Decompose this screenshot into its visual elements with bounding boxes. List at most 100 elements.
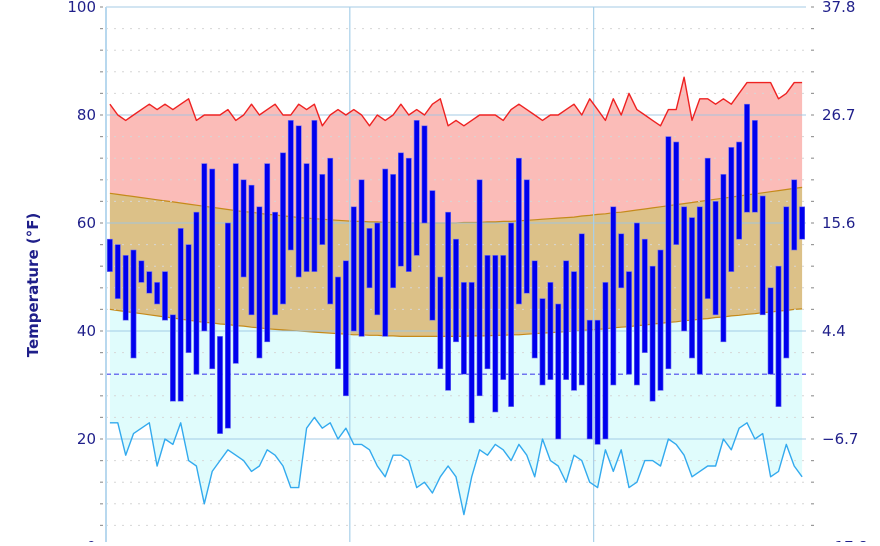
daily-range-bar bbox=[138, 260, 145, 283]
daily-range-bar bbox=[225, 222, 231, 429]
daily-range-bar bbox=[185, 244, 192, 353]
daily-range-bar bbox=[736, 141, 742, 240]
daily-range-bars bbox=[107, 103, 805, 445]
daily-range-bar bbox=[374, 222, 381, 316]
daily-range-bar bbox=[689, 217, 695, 359]
daily-range-bar bbox=[397, 152, 404, 267]
daily-range-bar bbox=[429, 190, 436, 321]
daily-range-bar bbox=[272, 211, 278, 316]
daily-range-bar bbox=[649, 265, 656, 402]
daily-range-bar bbox=[783, 206, 790, 359]
daily-range-bar bbox=[484, 255, 491, 370]
daily-range-bar bbox=[421, 125, 428, 224]
daily-range-bar bbox=[193, 211, 200, 375]
daily-range-bar bbox=[358, 179, 365, 337]
daily-range-bar bbox=[641, 238, 648, 353]
daily-range-bar bbox=[673, 141, 680, 245]
daily-range-bar bbox=[602, 282, 609, 440]
record-lines bbox=[109, 76, 803, 516]
daily-range-bar bbox=[759, 195, 766, 316]
daily-range-bar bbox=[523, 179, 530, 294]
daily-range-bar bbox=[232, 163, 239, 364]
daily-range-bar bbox=[201, 163, 208, 332]
daily-range-bar bbox=[515, 157, 522, 305]
daily-range-bar bbox=[146, 271, 153, 294]
daily-range-bar bbox=[468, 282, 475, 424]
daily-range-bar bbox=[342, 260, 349, 397]
daily-range-bar bbox=[618, 233, 625, 289]
daily-range-bar bbox=[633, 222, 640, 386]
daily-range-bar bbox=[799, 206, 805, 240]
daily-range-bar bbox=[547, 282, 554, 380]
daily-range-bar bbox=[154, 282, 160, 305]
daily-range-bar bbox=[350, 206, 357, 332]
daily-range-bar bbox=[256, 206, 263, 359]
daily-range-bar bbox=[492, 255, 499, 413]
daily-range-bar bbox=[248, 184, 255, 316]
daily-range-bar bbox=[445, 211, 451, 391]
daily-range-bar bbox=[586, 319, 593, 440]
left-tick-label: 60 bbox=[77, 214, 96, 232]
daily-range-bar bbox=[594, 319, 601, 445]
right-tick-label: 4.4 bbox=[822, 322, 846, 340]
daily-range-bar bbox=[657, 249, 664, 391]
daily-range-bar bbox=[751, 120, 758, 213]
daily-range-bar bbox=[413, 120, 420, 256]
daily-range-bar bbox=[665, 136, 672, 370]
daily-range-bar bbox=[712, 201, 719, 316]
daily-range-bar bbox=[563, 260, 569, 380]
daily-range-bar bbox=[453, 238, 459, 343]
daily-range-bar bbox=[571, 271, 577, 391]
daily-range-bar bbox=[437, 276, 444, 370]
daily-range-bar bbox=[744, 103, 750, 213]
daily-range-bar bbox=[170, 314, 176, 402]
daily-range-bar bbox=[240, 179, 247, 278]
daily-range-bar bbox=[626, 271, 632, 375]
daily-range-bar bbox=[177, 228, 184, 402]
daily-range-bar bbox=[610, 206, 617, 386]
daily-range-bar bbox=[390, 174, 396, 289]
daily-range-bar bbox=[767, 287, 774, 375]
daily-range-bar bbox=[319, 174, 326, 245]
daily-range-bar bbox=[476, 179, 483, 397]
daily-range-bar bbox=[539, 298, 546, 386]
daily-range-bar bbox=[280, 152, 286, 305]
daily-range-bar bbox=[311, 120, 318, 272]
daily-range-bar bbox=[303, 163, 310, 272]
right-tick-label: −6.7 bbox=[822, 430, 858, 448]
daily-range-bar bbox=[114, 244, 121, 299]
record-high-line bbox=[109, 76, 803, 127]
y-axis-title: Temperature (°F) bbox=[24, 213, 42, 358]
daily-range-bar bbox=[217, 336, 223, 434]
left-tick-label: 0 bbox=[86, 538, 96, 542]
daily-range-bar bbox=[405, 157, 412, 272]
daily-range-bar bbox=[209, 168, 216, 370]
daily-range-bar bbox=[122, 255, 129, 321]
daily-range-bar bbox=[681, 206, 687, 332]
daily-range-bar bbox=[775, 265, 782, 407]
daily-range-bar bbox=[555, 303, 562, 440]
daily-range-bar bbox=[460, 282, 467, 375]
daily-range-bar bbox=[531, 260, 538, 359]
daily-range-bar bbox=[287, 120, 294, 251]
daily-range-bar bbox=[107, 238, 113, 272]
daily-range-bar bbox=[728, 147, 735, 272]
daily-range-bar bbox=[500, 255, 507, 380]
left-tick-label: 80 bbox=[77, 106, 96, 124]
right-tick-label: 37.8 bbox=[822, 0, 855, 16]
daily-range-bar bbox=[704, 157, 711, 299]
daily-range-bar bbox=[791, 179, 798, 251]
daily-range-bar bbox=[720, 174, 727, 343]
daily-range-bar bbox=[696, 206, 703, 375]
daily-range-bar bbox=[382, 168, 389, 337]
left-tick-label: 40 bbox=[77, 322, 96, 340]
right-tick-label: −17.8 bbox=[822, 538, 868, 542]
record-low-line bbox=[109, 416, 803, 516]
left-tick-label: 20 bbox=[77, 430, 96, 448]
left-tick-label: 100 bbox=[67, 0, 96, 16]
daily-range-bar bbox=[335, 276, 341, 370]
daily-range-bar bbox=[162, 271, 168, 321]
daily-range-bar bbox=[295, 125, 302, 278]
